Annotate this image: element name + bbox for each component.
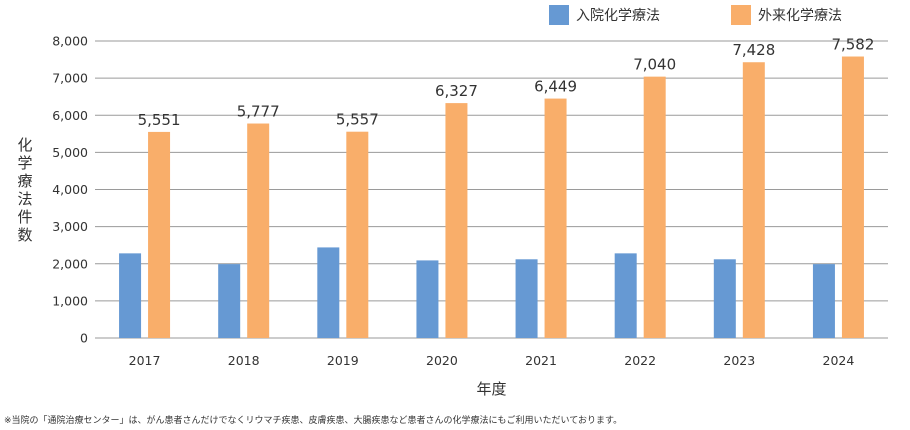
x-tick-label: 2024 xyxy=(823,353,855,368)
y-tick-label: 8,000 xyxy=(52,34,88,49)
data-label: 6,327 xyxy=(435,82,478,100)
x-tick-label: 2018 xyxy=(228,353,260,368)
bar-outpatient xyxy=(841,56,864,338)
bar-inpatient xyxy=(812,264,835,338)
y-axis-title-char: 化 xyxy=(17,136,32,154)
bar-outpatient xyxy=(643,76,666,338)
x-tick-label: 2017 xyxy=(129,353,161,368)
bar-inpatient xyxy=(416,260,439,338)
data-label: 5,551 xyxy=(138,111,181,129)
y-tick-label: 3,000 xyxy=(52,219,88,234)
x-tick-label: 2022 xyxy=(624,353,656,368)
data-label: 7,582 xyxy=(831,36,874,54)
bar-inpatient xyxy=(119,253,142,338)
footnote: ※当院の「通院治療センター」は、がん患者さんだけでなくリウマチ疾患、皮膚疾患、大… xyxy=(4,416,623,426)
bar-inpatient xyxy=(515,259,538,338)
x-tick-label: 2019 xyxy=(327,353,359,368)
x-tick-label: 2023 xyxy=(723,353,755,368)
y-tick-label: 5,000 xyxy=(52,145,88,160)
bar-outpatient xyxy=(148,131,171,338)
y-tick-label: 1,000 xyxy=(52,293,88,308)
y-axis-title-char: 学 xyxy=(17,154,32,172)
legend-swatch xyxy=(731,5,751,25)
data-label: 5,557 xyxy=(336,111,379,129)
data-label: 7,040 xyxy=(633,56,676,74)
y-tick-label: 6,000 xyxy=(52,108,88,123)
y-axis-title-char: 療 xyxy=(17,172,32,190)
legend-swatch xyxy=(549,5,569,25)
data-label: 5,777 xyxy=(237,103,280,121)
bar-inpatient xyxy=(317,247,340,338)
y-tick-label: 4,000 xyxy=(52,182,88,197)
y-tick-label: 0 xyxy=(80,331,88,346)
legend-label: 外来化学療法 xyxy=(758,7,842,24)
data-label: 7,428 xyxy=(732,41,775,59)
bar-outpatient xyxy=(544,98,567,338)
y-tick-label: 2,000 xyxy=(52,256,88,271)
y-axis-title-char: 数 xyxy=(17,226,32,244)
y-axis-title-char: 法 xyxy=(17,190,32,208)
data-label: 6,449 xyxy=(534,78,577,96)
bar-inpatient xyxy=(614,253,637,338)
y-axis-title-char: 件 xyxy=(17,208,32,226)
bar-inpatient xyxy=(713,259,736,338)
bar-outpatient xyxy=(445,103,468,338)
y-tick-label: 7,000 xyxy=(52,71,88,86)
x-tick-label: 2021 xyxy=(525,353,557,368)
bar-outpatient xyxy=(742,62,765,338)
bar-outpatient xyxy=(346,131,369,338)
bar-outpatient xyxy=(247,123,270,339)
x-axis-title: 年度 xyxy=(476,380,506,398)
x-tick-label: 2020 xyxy=(426,353,458,368)
legend-label: 入院化学療法 xyxy=(576,7,660,24)
bar-inpatient xyxy=(218,264,241,338)
